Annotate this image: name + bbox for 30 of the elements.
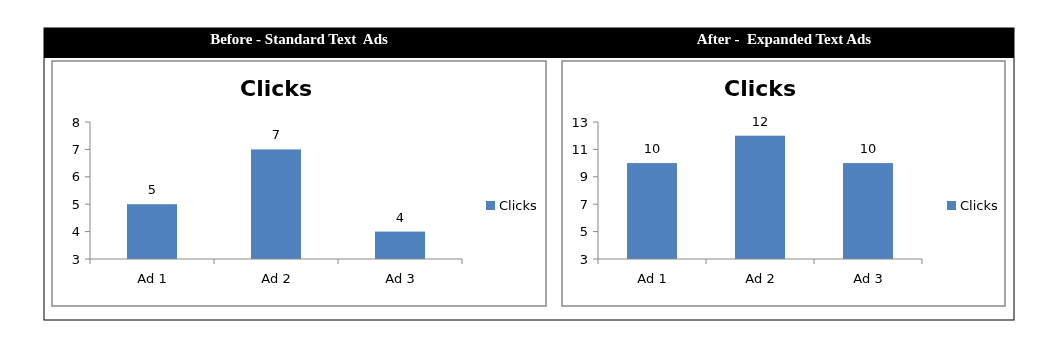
x-tick-label: Ad 3	[853, 271, 883, 286]
y-tick-label: 7	[579, 196, 588, 212]
legend-label: Clicks	[499, 198, 537, 213]
y-tick-label: 3	[579, 251, 588, 267]
y-tick-label: 9	[579, 169, 588, 185]
x-tick-label: Ad 1	[637, 271, 667, 286]
y-tick-label: 5	[71, 196, 80, 212]
y-tick-label: 6	[71, 169, 80, 185]
y-tick-label: 11	[571, 141, 588, 157]
x-tick-label: Ad 2	[261, 271, 291, 286]
legend-label: Clicks	[960, 198, 998, 213]
y-tick-label: 8	[71, 114, 80, 130]
y-tick-label: 13	[571, 114, 588, 130]
y-tick-label: 7	[71, 141, 80, 157]
data-label: 10	[643, 141, 661, 157]
data-label: 10	[859, 141, 877, 157]
data-label: 5	[147, 182, 157, 198]
x-tick-label: Ad 1	[137, 271, 167, 286]
x-tick-label: Ad 3	[385, 271, 415, 286]
data-label: 4	[395, 209, 405, 225]
text: After - Expanded Text Ads	[696, 31, 872, 47]
chart-title: Clicks	[240, 76, 312, 101]
data-label: 12	[751, 113, 769, 129]
y-tick-label: 5	[579, 224, 588, 240]
y-tick-label: 4	[71, 224, 80, 240]
x-tick-label: Ad 2	[745, 271, 775, 286]
chart-title: Clicks	[724, 76, 796, 101]
text: Before - Standard Text Ads	[210, 31, 388, 47]
y-tick-label: 3	[71, 251, 80, 267]
data-label: 7	[271, 127, 281, 143]
